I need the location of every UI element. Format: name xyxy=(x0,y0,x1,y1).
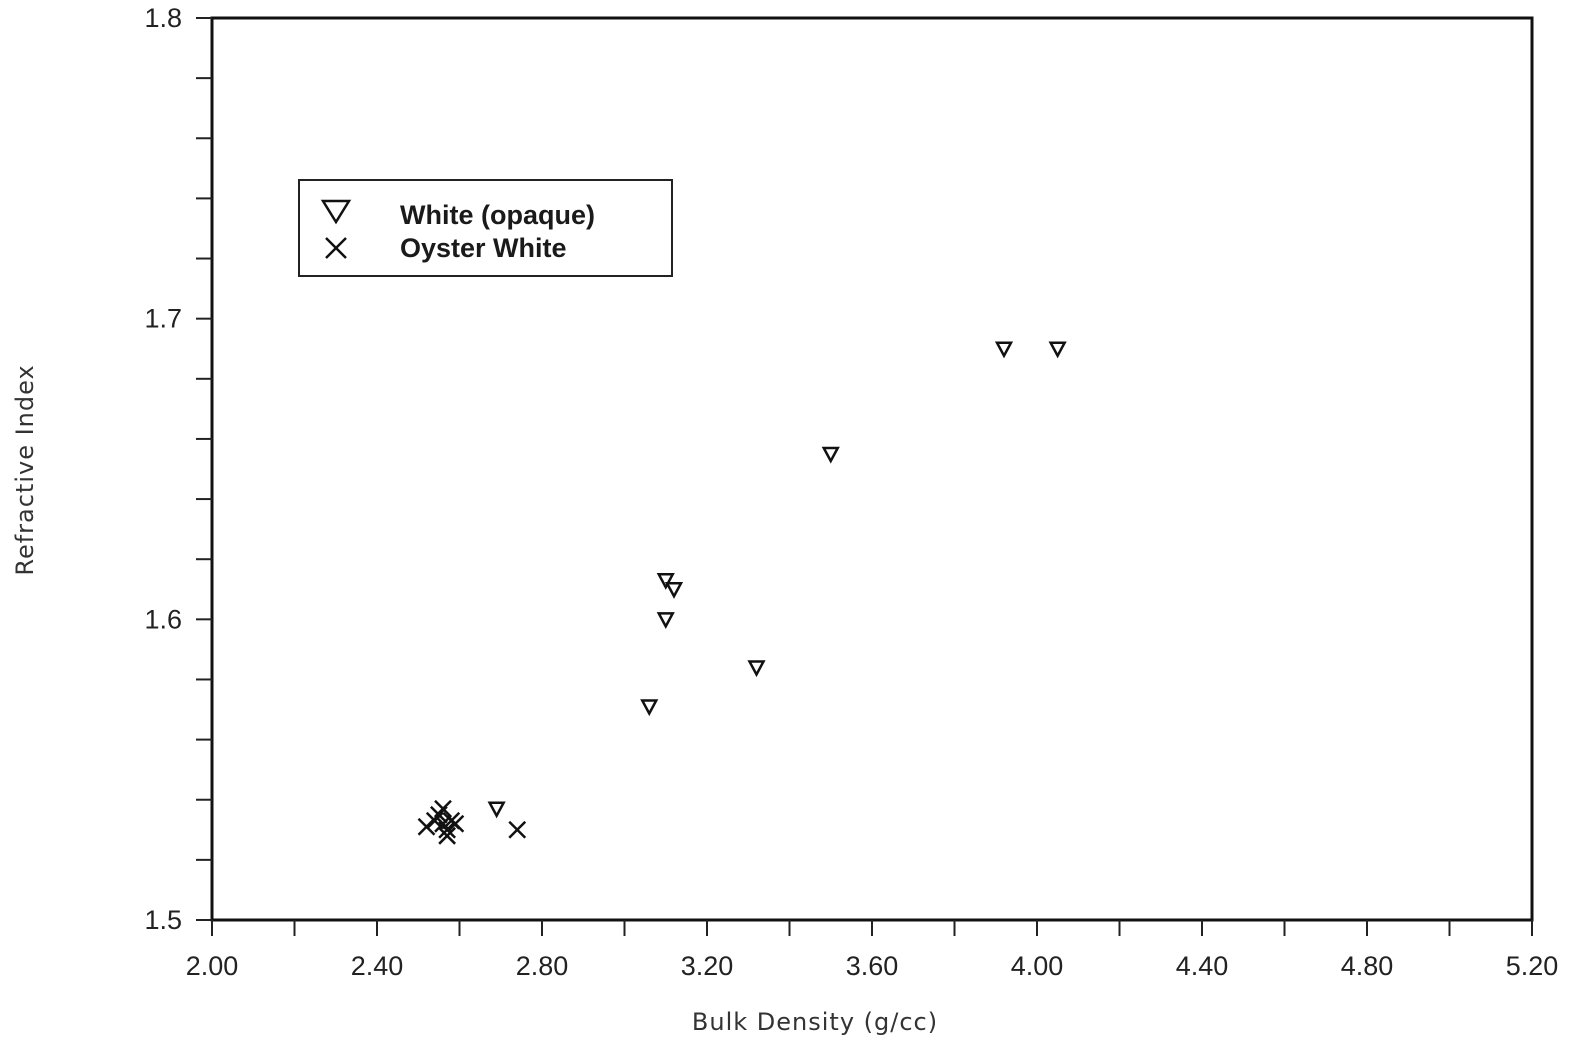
data-point-oyster-white xyxy=(438,820,457,839)
legend-label-oyster-white: Oyster White xyxy=(400,233,567,263)
y-axis-title: Refractive Index xyxy=(11,364,39,575)
x-tick-label: 3.60 xyxy=(846,951,899,981)
data-point-white-opaque xyxy=(1048,341,1067,359)
legend-triangle-icon xyxy=(320,199,352,225)
data-point-white-opaque xyxy=(640,699,659,717)
x-tick-label: 4.80 xyxy=(1341,951,1394,981)
y-tick-label: 1.7 xyxy=(144,304,182,334)
x-tick-label: 2.80 xyxy=(516,951,569,981)
y-tick-label: 1.6 xyxy=(144,604,182,634)
legend-label-white-opaque: White (opaque) xyxy=(400,200,595,230)
data-point-white-opaque xyxy=(994,341,1014,359)
x-tick-label: 4.40 xyxy=(1176,951,1229,981)
data-point-oyster-white xyxy=(508,820,527,839)
x-axis-title: Bulk Density (g/cc) xyxy=(692,1008,938,1036)
x-tick-label: 2.40 xyxy=(351,951,404,981)
x-tick-label: 5.20 xyxy=(1506,951,1559,981)
x-axis-ticks: 2.00 2.40 2.80 3.20 3.60 4.00 4.40 4.80 5.20 xyxy=(186,920,1559,981)
x-tick-label: 4.00 xyxy=(1011,951,1064,981)
data-point-white-opaque xyxy=(487,801,506,819)
y-axis-ticks: 1.5 1.6 1.7 1.8 xyxy=(144,3,212,935)
data-point-white-opaque xyxy=(656,612,675,629)
legend-box xyxy=(298,179,673,277)
data-point-white-opaque xyxy=(664,582,684,599)
data-point-oyster-white xyxy=(434,799,452,818)
data-point-oyster-white xyxy=(438,826,457,845)
data-point-oyster-white xyxy=(446,814,465,833)
x-tick-label: 2.00 xyxy=(186,951,239,981)
x-tick-label: 3.20 xyxy=(681,951,734,981)
y-tick-label: 1.5 xyxy=(144,905,182,935)
legend-x-icon xyxy=(325,237,347,259)
y-tick-label: 1.8 xyxy=(144,3,182,33)
data-point-white-opaque xyxy=(747,660,766,678)
data-points xyxy=(417,341,1067,845)
plot-area xyxy=(210,16,1534,922)
data-point-white-opaque xyxy=(821,446,840,464)
legend: White (opaque) Oyster White xyxy=(298,179,673,277)
data-point-white-opaque xyxy=(656,572,675,590)
